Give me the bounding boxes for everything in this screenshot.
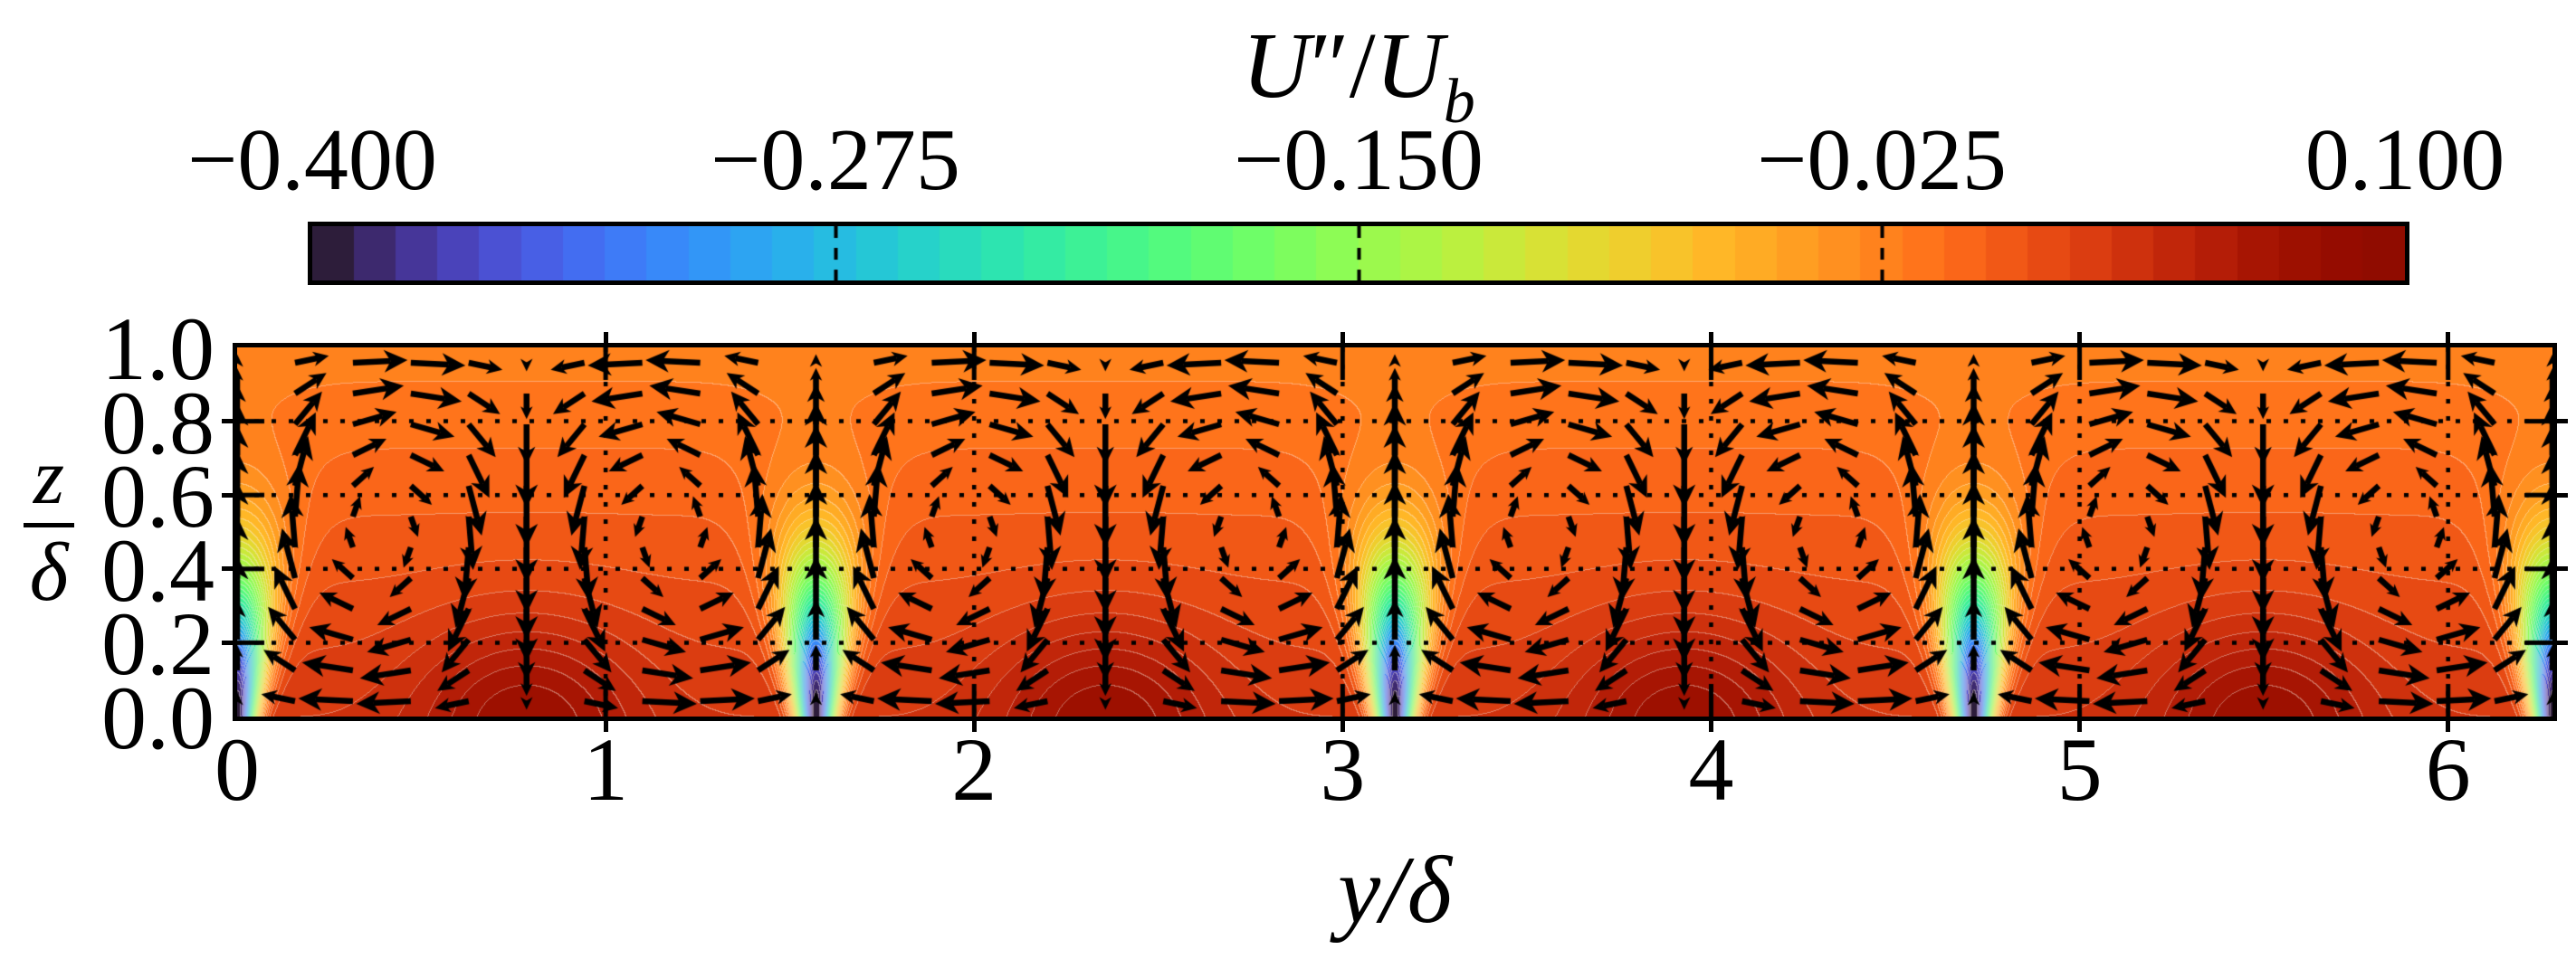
y-tick-label: 0.4 [101, 519, 215, 621]
x-tick-label: 1 [583, 719, 629, 820]
colorbar-title-primes-slash: ″/ [1310, 14, 1376, 118]
colorbar-gradient-canvas [312, 226, 2405, 280]
colorbar [308, 222, 2409, 285]
y-axis-label: z δ [7, 433, 91, 618]
axis-tick-mark [603, 332, 608, 343]
axis-tick-mark [2557, 419, 2568, 424]
contour-plot-frame [233, 343, 2557, 721]
axis-tick-mark [2446, 332, 2451, 343]
colorbar-title-subscript: b [1443, 67, 1475, 137]
x-axis-label: y/δ [1338, 837, 1452, 943]
colorbar-tick-label: −0.025 [1757, 111, 2007, 209]
axis-tick-mark [971, 721, 977, 732]
y-axis-label-denominator: δ [29, 525, 69, 618]
axis-tick-mark [2557, 492, 2568, 498]
axis-tick-mark [2077, 721, 2083, 732]
y-axis-label-numerator: z [33, 433, 65, 521]
axis-tick-mark [1708, 721, 1713, 732]
colorbar-title: U″/Ub [1242, 16, 1474, 136]
colorbar-tick-label: −0.275 [711, 111, 960, 209]
y-tick-label: 0.8 [101, 372, 215, 473]
contour-plot-canvas [237, 347, 2552, 717]
axis-tick-mark [1340, 721, 1345, 732]
x-tick-label: 3 [1320, 719, 1366, 820]
x-tick-label: 5 [2056, 719, 2103, 820]
axis-tick-mark [222, 419, 233, 424]
axis-tick-mark [2557, 566, 2568, 572]
axis-tick-mark [222, 566, 233, 572]
axis-tick-mark [222, 492, 233, 498]
axis-tick-mark [2446, 721, 2451, 732]
x-tick-label: 0 [215, 719, 260, 820]
colorbar-tick-label: −0.400 [187, 111, 437, 209]
y-tick-label: 0.2 [101, 593, 215, 695]
axis-tick-mark [2077, 332, 2083, 343]
colorbar-tick-label: 0.100 [2304, 111, 2505, 209]
x-tick-label: 4 [1688, 719, 1734, 820]
colorbar-tick-label: −0.150 [1234, 111, 1484, 209]
axis-tick-mark [971, 332, 977, 343]
y-axis-label-fraction-bar [24, 522, 74, 527]
x-tick-label: 6 [2425, 719, 2471, 820]
axis-tick-mark [1708, 332, 1713, 343]
axis-tick-mark [603, 721, 608, 732]
axis-tick-mark [1340, 332, 1345, 343]
y-tick-label: 1.0 [101, 299, 215, 399]
colorbar-title-u1: U [1242, 14, 1311, 118]
y-tick-label: 0.0 [101, 668, 215, 768]
x-tick-label: 2 [951, 719, 997, 820]
axis-tick-mark [2557, 640, 2568, 645]
y-tick-label: 0.6 [101, 446, 215, 547]
colorbar-title-u2: U [1375, 14, 1444, 118]
axis-tick-mark [222, 640, 233, 645]
